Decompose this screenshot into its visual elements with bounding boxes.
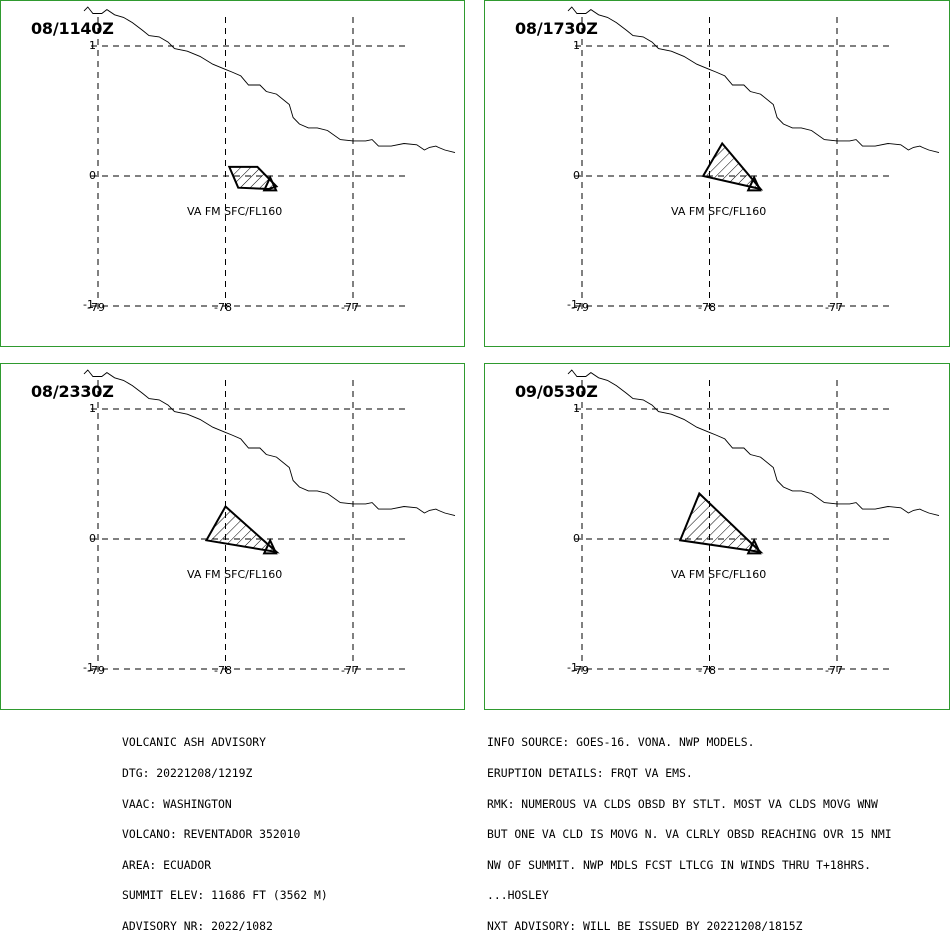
lon-tick-label: -77 <box>341 664 359 677</box>
coastline <box>567 6 940 154</box>
advisory-line: NXT ADVISORY: WILL BE ISSUED BY 20221208… <box>487 919 803 934</box>
advisory-line: RMK: NUMEROUS VA CLDS OBSD BY STLT. MOST… <box>487 796 878 811</box>
coastline <box>567 369 940 517</box>
lon-tick-label: -79 <box>87 664 105 677</box>
volcano-triangle-icon <box>746 175 762 192</box>
ash-plume <box>701 141 764 191</box>
map-canvas <box>83 369 456 674</box>
lat-tick-label: 0 <box>573 532 580 545</box>
ash-level-label: VA FM SFC/FL160 <box>187 568 283 581</box>
lat-tick-label: 1 <box>89 402 96 415</box>
ash-plume <box>227 165 279 191</box>
advisory-line: DTG: 20221208/1219Z <box>122 766 253 781</box>
panel-time-label: 08/2330Z <box>31 382 114 401</box>
map-canvas <box>83 6 456 311</box>
lat-tick-label: 0 <box>89 532 96 545</box>
lat-tick-label: -1 <box>567 661 578 674</box>
volcano-triangle-icon <box>262 538 278 555</box>
lat-tick-label: 0 <box>89 169 96 182</box>
forecast-panel-1: 08/1140Z 1 0 -1 -79 -78 -77 VA FM SFC/FL… <box>0 0 465 347</box>
forecast-panel-2: 08/1730Z 1 0 -1 -79 -78 -77 VA FM SFC/FL… <box>484 0 950 347</box>
lon-tick-label: -77 <box>341 301 359 314</box>
volcano-triangle-icon <box>262 175 278 192</box>
lon-tick-label: -78 <box>698 301 716 314</box>
advisory-line: VAAC: WASHINGTON <box>122 796 232 811</box>
lon-tick-label: -78 <box>214 664 232 677</box>
lon-tick-label: -79 <box>571 301 589 314</box>
lon-tick-label: -77 <box>825 301 843 314</box>
advisory-line: ERUPTION DETAILS: FRQT VA EMS. <box>487 766 693 781</box>
lat-tick-label: 0 <box>573 169 580 182</box>
panel-time-label: 08/1140Z <box>31 19 114 38</box>
volcano-triangle-icon <box>746 538 762 555</box>
lat-tick-label: 1 <box>89 39 96 52</box>
lat-tick-label: 1 <box>573 402 580 415</box>
ash-level-label: VA FM SFC/FL160 <box>187 205 283 218</box>
map-canvas <box>567 369 940 674</box>
ash-level-label: VA FM SFC/FL160 <box>671 568 767 581</box>
map-canvas <box>567 6 940 311</box>
advisory-line: BUT ONE VA CLD IS MOVG N. VA CLRLY OBSD … <box>487 827 892 842</box>
lat-tick-label: -1 <box>567 298 578 311</box>
advisory-line: NW OF SUMMIT. NWP MDLS FCST LTLCG IN WIN… <box>487 857 872 872</box>
lon-tick-label: -78 <box>214 301 232 314</box>
advisory-remarks-block: INFO SOURCE: GOES-16. VONA. NWP MODELS. … <box>487 717 892 941</box>
advisory-line: VOLCANIC ASH ADVISORY <box>122 735 267 750</box>
advisory-line: ...HOSLEY <box>487 888 549 903</box>
advisory-line: AREA: ECUADOR <box>122 857 212 872</box>
advisory-line: ADVISORY NR: 2022/1082 <box>122 919 273 934</box>
coastline <box>83 6 456 154</box>
lat-tick-label: 1 <box>573 39 580 52</box>
forecast-panel-3: 08/2330Z 1 0 -1 -79 -78 -77 VA FM SFC/FL… <box>0 363 465 710</box>
ash-plume <box>204 504 280 554</box>
advisory-header-block: VOLCANIC ASH ADVISORY DTG: 20221208/1219… <box>122 717 328 941</box>
coastline <box>83 369 456 517</box>
ash-level-label: VA FM SFC/FL160 <box>671 205 767 218</box>
advisory-line: INFO SOURCE: GOES-16. VONA. NWP MODELS. <box>487 735 755 750</box>
lon-tick-label: -78 <box>698 664 716 677</box>
panel-time-label: 08/1730Z <box>515 19 598 38</box>
lat-tick-label: -1 <box>83 661 94 674</box>
lat-tick-label: -1 <box>83 298 94 311</box>
advisory-line: SUMMIT ELEV: 11686 FT (3562 M) <box>122 888 328 903</box>
lon-tick-label: -79 <box>87 301 105 314</box>
lon-tick-label: -79 <box>571 664 589 677</box>
lon-tick-label: -77 <box>825 664 843 677</box>
advisory-line: VOLCANO: REVENTADOR 352010 <box>122 827 301 842</box>
panel-time-label: 09/0530Z <box>515 382 598 401</box>
forecast-panel-4: 09/0530Z 1 0 -1 -79 -78 -77 VA FM SFC/FL… <box>484 363 950 710</box>
ash-plume <box>678 491 764 554</box>
